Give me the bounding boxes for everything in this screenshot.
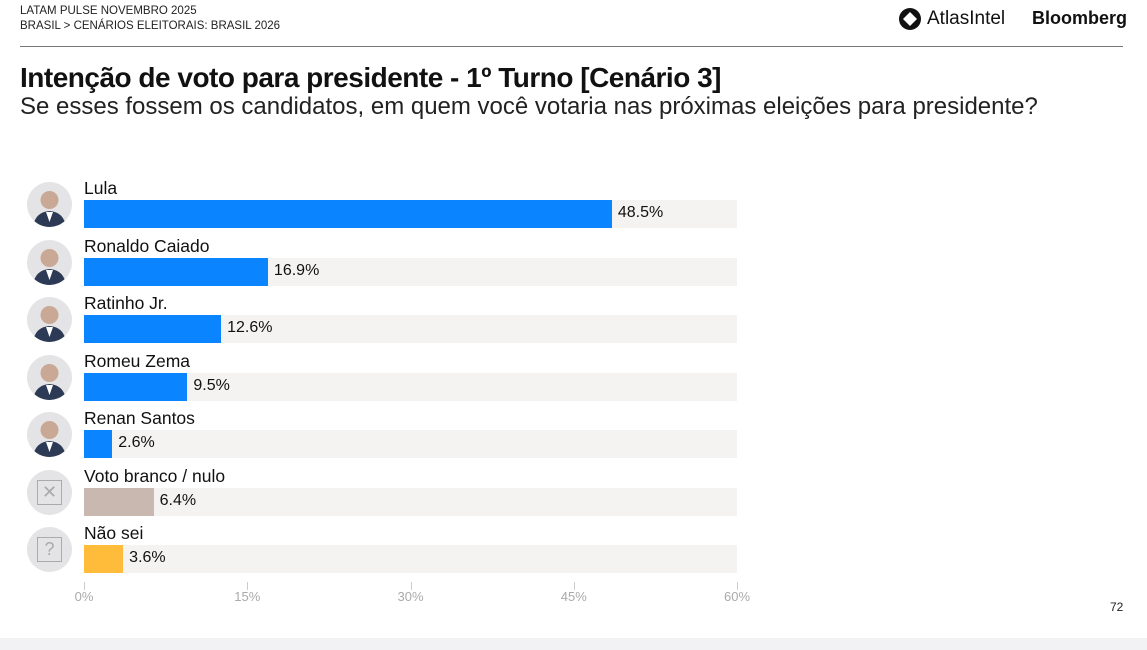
bar: [84, 545, 124, 573]
category-label: Não sei: [84, 523, 144, 543]
candidate-photo: [27, 412, 72, 457]
bar-track: 16.9%: [84, 257, 737, 286]
bloomberg-logo: Bloomberg: [1032, 8, 1128, 28]
page-title: Intenção de voto para presidente - 1º Tu…: [20, 62, 722, 93]
report-name: LATAM PULSE NOVEMBRO 2025: [20, 5, 197, 17]
bar: [84, 487, 154, 516]
category-label: Ratinho Jr.: [84, 293, 168, 313]
candidate-photo: [27, 239, 72, 285]
chart-row: Ronaldo Caiado 16.9%: [0, 236, 760, 303]
bar-track: 12.6%: [84, 315, 737, 343]
tick-label: 0%: [74, 589, 94, 604]
chart-row: Lula 48.5%: [0, 178, 760, 245]
tick-label: 15%: [234, 589, 261, 604]
bar: [84, 372, 188, 401]
category-label: Ronaldo Caiado: [84, 235, 210, 256]
data-label: 12.6%: [227, 319, 273, 336]
atlasintel-logo: AtlasIntel: [898, 7, 1005, 31]
category-label: Renan Santos: [84, 408, 195, 428]
bar: [84, 257, 268, 286]
bar-track: 48.5%: [84, 200, 737, 228]
bar-track: 6.4%: [84, 487, 737, 516]
chart-row: Renan Santos 2.6%: [0, 408, 760, 475]
bar: [84, 430, 113, 458]
bar-track: 9.5%: [84, 372, 737, 401]
bar-track: 3.6%: [84, 545, 737, 573]
axis-tick: [410, 582, 412, 590]
candidate-photo: [27, 182, 72, 227]
page-number: 72: [1110, 600, 1124, 614]
tick-label: 45%: [560, 589, 587, 604]
tick-label: 60%: [723, 589, 751, 604]
candidate-photo: [27, 297, 72, 342]
axis-tick: [84, 582, 85, 590]
page-subtitle: Se esses fossem os candidatos, em quem v…: [20, 93, 1038, 120]
data-label: 16.9%: [273, 261, 320, 279]
divider: [20, 46, 1123, 47]
chart-row: ✕ Voto branco / nulo 6.4%: [0, 466, 760, 533]
atlas-diamond-icon: [899, 8, 921, 30]
data-label: 48.5%: [617, 204, 664, 221]
bar: [84, 315, 222, 343]
chart-row: ? Não sei 3.6%: [0, 523, 760, 590]
data-label: 3.6%: [129, 549, 166, 566]
bar: [84, 200, 612, 228]
chart-row: Ratinho Jr. 12.6%: [0, 293, 760, 360]
data-label: 2.6%: [118, 434, 155, 451]
x-box-icon: ✕: [27, 469, 72, 515]
category-label: Lula: [84, 178, 118, 198]
axis-tick: [737, 582, 738, 590]
axis-tick: [573, 582, 575, 590]
chart-row: Romeu Zema 9.5%: [0, 351, 760, 418]
bar-track: 2.6%: [84, 430, 737, 458]
axis-tick: [247, 582, 249, 590]
atlas-logo-text: AtlasIntel: [927, 8, 1006, 29]
data-label: 6.4%: [159, 491, 197, 509]
tick-label: 30%: [397, 589, 424, 604]
footer-band: [0, 638, 1147, 650]
question-box-icon: ?: [27, 527, 72, 572]
data-label: 9.5%: [193, 376, 230, 394]
candidate-photo: [27, 354, 72, 400]
category-label: Voto branco / nulo: [84, 465, 226, 486]
breadcrumb: BRASIL > CENÁRIOS ELEITORAIS: BRASIL 202…: [20, 20, 281, 32]
category-label: Romeu Zema: [84, 350, 191, 371]
